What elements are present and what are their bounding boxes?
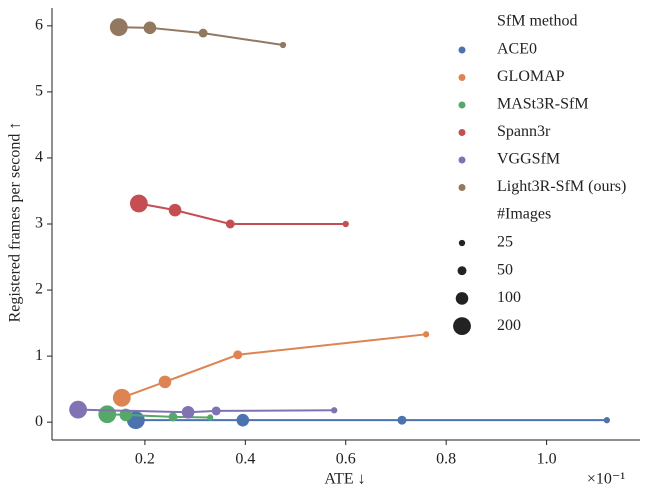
point [422, 331, 430, 338]
size-legend-title: #Images [497, 206, 551, 223]
legend-label: MASt3R-SfM [497, 96, 589, 113]
size-legend-marker [457, 266, 467, 276]
x-offset-label: ×10⁻¹ [587, 471, 625, 488]
y-tick-label: 2 [35, 281, 43, 298]
legend-label: ACE0 [497, 41, 537, 58]
size-legend-marker [458, 239, 466, 247]
point [211, 406, 221, 416]
size-legend-label: 25 [497, 234, 513, 251]
point [168, 412, 178, 422]
point [109, 18, 128, 37]
x-tick-label: 0.2 [135, 451, 155, 468]
point [225, 219, 235, 229]
y-axis-label: Registered frames per second ↑ [7, 122, 24, 323]
legend-marker [458, 74, 466, 81]
y-tick-label: 4 [35, 149, 43, 166]
point [112, 388, 131, 407]
size-legend-label: 100 [497, 289, 521, 306]
size-legend-label: 200 [497, 317, 521, 334]
y-tick-label: 1 [35, 347, 43, 364]
point [207, 414, 214, 421]
legend-marker [458, 184, 466, 191]
legend-marker [458, 101, 466, 109]
y-tick-label: 0 [35, 413, 43, 430]
y-tick-label: 3 [35, 215, 43, 232]
legend-label: Light3R-SfM (ours) [497, 178, 626, 195]
x-tick-label: 0.6 [336, 451, 356, 468]
legend-marker [458, 46, 466, 54]
size-legend-marker [453, 317, 471, 336]
point [236, 413, 250, 427]
series-line [121, 333, 427, 399]
x-tick-label: 0.4 [235, 451, 255, 468]
x-tick-label: 0.8 [436, 451, 456, 468]
series-line [78, 408, 335, 414]
point [603, 417, 611, 424]
point [397, 415, 407, 425]
legend-title: SfM method [497, 13, 577, 30]
x-axis-label: ATE ↓ [324, 471, 365, 488]
point [198, 28, 208, 38]
point [181, 405, 195, 419]
point [158, 375, 172, 389]
series-line [138, 202, 346, 225]
series-line [118, 26, 284, 46]
point [143, 21, 157, 35]
legend-label: GLOMAP [497, 68, 565, 85]
size-legend-label: 50 [497, 261, 513, 278]
point [233, 350, 243, 360]
point [129, 194, 148, 213]
size-legend-marker [455, 292, 469, 305]
point [331, 407, 338, 414]
y-tick-label: 5 [35, 83, 43, 100]
legend-label: Spann3r [497, 123, 551, 140]
legend-label: VGGSfM [497, 151, 560, 168]
y-tick-label: 6 [35, 17, 43, 34]
x-tick-label: 1.0 [537, 451, 557, 468]
legend-marker [458, 129, 466, 136]
point [168, 203, 182, 217]
point [279, 41, 287, 49]
point [342, 220, 349, 228]
point [69, 400, 88, 419]
point [98, 405, 117, 424]
legend-marker [458, 156, 466, 164]
